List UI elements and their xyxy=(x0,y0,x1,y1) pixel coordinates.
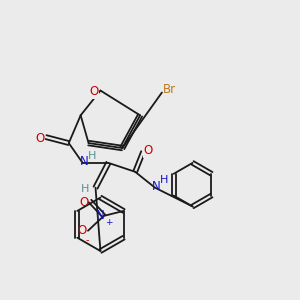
Text: O: O xyxy=(77,224,87,237)
Text: N: N xyxy=(95,209,104,222)
Text: H: H xyxy=(160,175,168,185)
Text: O: O xyxy=(89,85,98,98)
Text: O: O xyxy=(80,196,88,208)
Text: O: O xyxy=(143,145,153,158)
Text: N: N xyxy=(152,180,160,193)
Text: -: - xyxy=(85,235,89,245)
Text: H: H xyxy=(88,151,97,161)
Text: O: O xyxy=(35,132,45,145)
Text: Br: Br xyxy=(163,83,176,96)
Text: +: + xyxy=(105,218,112,227)
Text: N: N xyxy=(80,155,89,168)
Text: H: H xyxy=(80,184,89,194)
